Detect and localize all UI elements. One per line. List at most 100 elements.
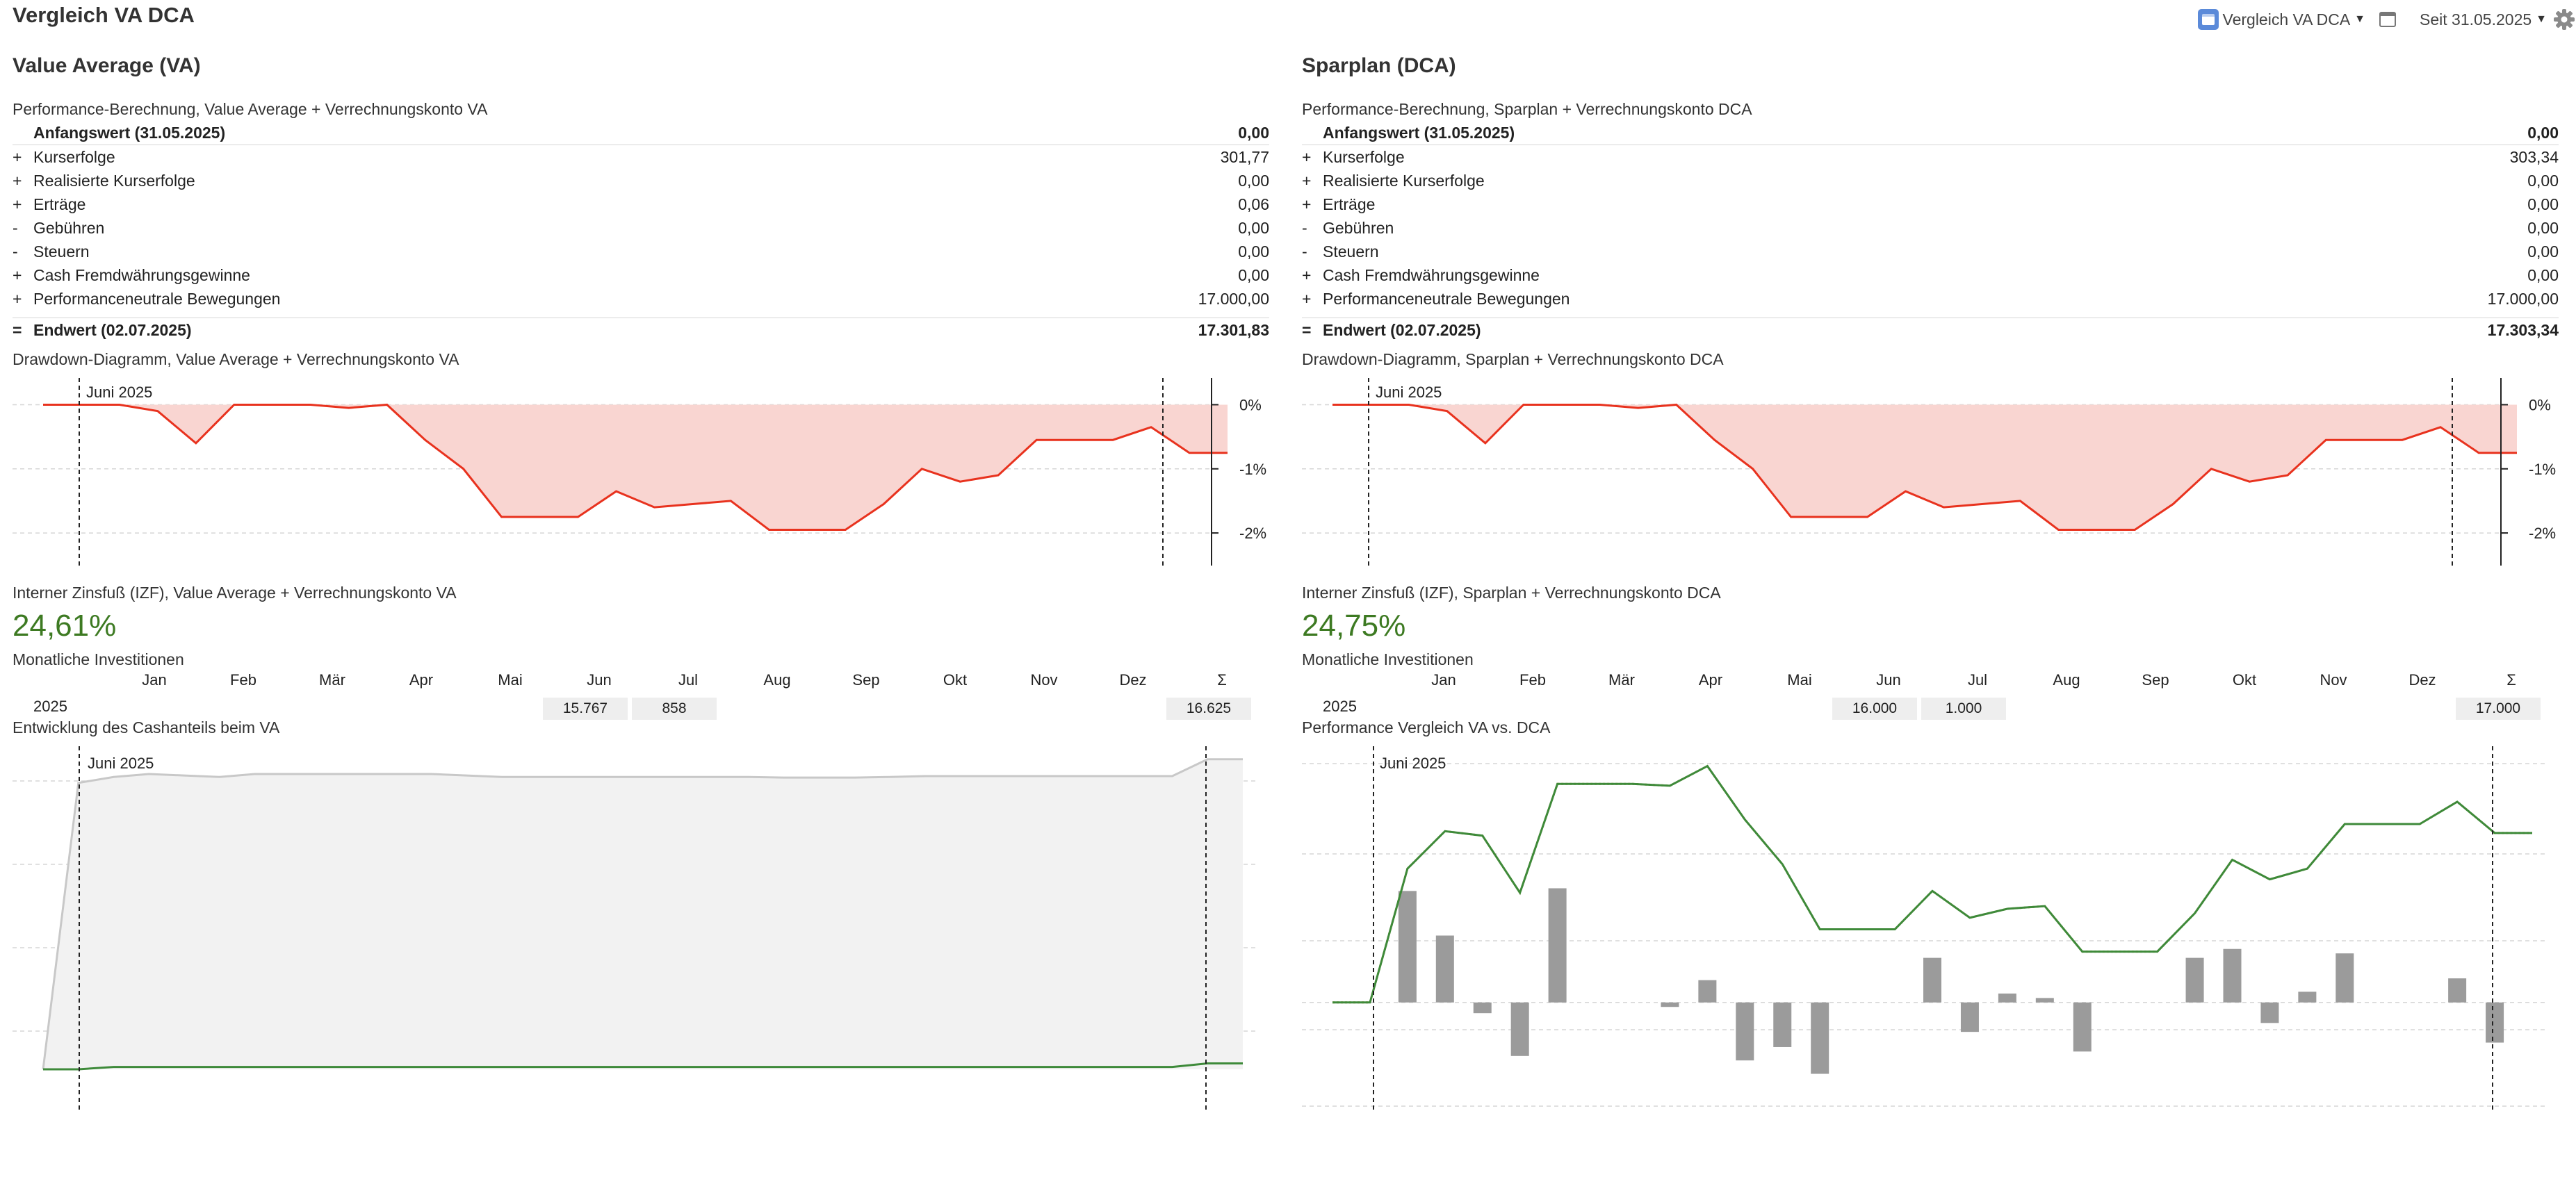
row-label: Endwert (02.07.2025) (33, 321, 192, 339)
month-header: Okt (2232, 671, 2257, 689)
irr-caption: Interner Zinsfuß (IZF), Value Average + … (13, 584, 457, 602)
cash-chart-caption: Entwicklung des Cashanteils beim VA (13, 718, 280, 736)
performance-row: - Gebühren 0,00 (1302, 216, 2559, 240)
difference-bar (1998, 993, 2016, 1003)
performance-row: + Performanceneutrale Bewegungen 17.000,00 (13, 287, 1269, 311)
performance-table: Performance-Berechnung, Sparplan + Verre… (1302, 97, 2559, 342)
period-marker-label: Juni 2025 (88, 755, 154, 772)
difference-bar (2185, 957, 2204, 1003)
cash-share-line (43, 1062, 1243, 1071)
month-header: Okt (943, 671, 968, 689)
drawdown-caption: Drawdown-Diagramm, Value Average + Verre… (13, 350, 459, 368)
month-header: Mär (319, 671, 345, 689)
difference-bar (1811, 1002, 1829, 1074)
panel-va: Value Average (VA) Performance-Berechnun… (13, 54, 1271, 1114)
month-header: Aug (2053, 671, 2080, 689)
period-marker-label: Juni 2025 (86, 384, 152, 401)
row-label: Steuern (1323, 242, 1379, 261)
difference-bar (2035, 998, 2054, 1003)
irr-caption: Interner Zinsfuß (IZF), Sparplan + Verre… (1302, 584, 1721, 602)
month-header: Dez (1119, 671, 1147, 689)
row-value: 0,00 (2527, 195, 2559, 213)
cash-area (43, 759, 1243, 1069)
month-header: Σ (1217, 671, 1227, 689)
performance-row: + Performanceneutrale Bewegungen 17.000,00 (1302, 287, 2559, 311)
performance-chart-caption: Performance Vergleich VA vs. DCA (1302, 718, 1551, 736)
month-header: Jan (1431, 671, 1456, 689)
end-value-row: = Endwert (02.07.2025) 17.303,34 (1302, 318, 2559, 342)
row-sign: + (13, 290, 22, 308)
row-sign: = (1302, 321, 1312, 339)
month-header: Jun (587, 671, 612, 689)
start-value-row: Anfangswert (31.05.2025) 0,00 (1302, 121, 2559, 145)
year-label: 2025 (33, 698, 67, 715)
difference-bar (1736, 1002, 1754, 1061)
performance-row: + Erträge 0,06 (13, 192, 1269, 216)
start-value-row: Anfangswert (31.05.2025) 0,00 (13, 121, 1269, 145)
difference-bar (1773, 1002, 1792, 1047)
performance-row: + Realisierte Kurserfolge 0,00 (13, 169, 1269, 192)
row-value: 17.301,83 (1198, 321, 1269, 339)
row-value: 0,00 (1238, 219, 1269, 237)
row-label: Cash Fremdwährungsgewinne (1323, 266, 1540, 284)
y-tick-label: -1% (2529, 461, 2556, 478)
row-sign: - (1302, 219, 1307, 237)
performance-row: - Steuern 0,00 (1302, 240, 2559, 263)
difference-bar (2335, 953, 2354, 1003)
chevron-down-icon: ▼ (2354, 13, 2366, 25)
difference-bar (1473, 1002, 1492, 1014)
difference-bar (1398, 891, 1417, 1003)
period-selector[interactable]: Seit 31.05.2025 ▼ (2420, 10, 2547, 29)
y-tick-label: 0% (1239, 396, 1262, 413)
monthly-investments-table: 2025 15.767 858 16.625 Jan Feb Mär Apr Mai Ju… (13, 671, 1271, 741)
chevron-down-icon: ▼ (2536, 13, 2547, 25)
performance-row: + Kurserfolge 303,34 (1302, 145, 2559, 169)
month-header: Sep (2142, 671, 2169, 689)
difference-bar (1661, 1002, 1679, 1007)
monthly-investments-table: 2025 16.000 1.000 17.000 Jan Feb Mär Apr Mai… (1302, 671, 2560, 741)
row-sign: + (1302, 148, 1312, 166)
y-tick-label: -1% (1239, 461, 1266, 478)
performance-row: + Erträge 0,00 (1302, 192, 2559, 216)
end-value-row: = Endwert (02.07.2025) 17.301,83 (13, 318, 1269, 342)
performance-row: + Realisierte Kurserfolge 0,00 (1302, 169, 2559, 192)
performance-row: + Kurserfolge 301,77 (13, 145, 1269, 169)
row-label: Performanceneutrale Bewegungen (1323, 290, 1570, 308)
gear-icon[interactable] (2552, 8, 2576, 31)
row-label: Gebühren (1323, 219, 1394, 237)
performance-row: + Cash Fremdwährungsgewinne 0,00 (13, 263, 1269, 287)
month-header: Aug (763, 671, 791, 689)
row-label: Realisierte Kurserfolge (1323, 172, 1485, 190)
row-label: Erträge (33, 195, 86, 213)
difference-bar (1923, 957, 1941, 1003)
month-header: Mär (1608, 671, 1635, 689)
performance-table: Performance-Berechnung, Value Average + … (13, 97, 1269, 342)
month-header: Apr (409, 671, 434, 689)
view-selector[interactable]: Vergleich VA DCA ▼ (2197, 9, 2366, 30)
month-header: Feb (1519, 671, 1546, 689)
investment-cell-sum: 17.000 (2456, 698, 2541, 720)
difference-bar (2448, 978, 2467, 1003)
drawdown-caption: Drawdown-Diagramm, Sparplan + Verrechnun… (1302, 350, 1724, 368)
row-value: 17.303,34 (2487, 321, 2559, 339)
difference-bar (1698, 980, 1717, 1003)
period-selector-label: Seit 31.05.2025 (2420, 10, 2532, 28)
window-icon[interactable] (2379, 12, 2397, 27)
row-sign: = (13, 321, 22, 339)
difference-bar (2223, 948, 2242, 1003)
row-sign: + (13, 195, 22, 213)
row-label: Realisierte Kurserfolge (33, 172, 195, 190)
row-sign: + (1302, 172, 1312, 190)
row-sign: + (1302, 195, 1312, 213)
row-value: 17.000,00 (2487, 290, 2559, 308)
difference-bar (1960, 1002, 1979, 1032)
row-value: 0,00 (1238, 242, 1269, 261)
row-label: Kurserfolge (33, 148, 115, 166)
month-header: Mai (498, 671, 523, 689)
month-header: Sep (852, 671, 880, 689)
period-marker-label: Juni 2025 (1380, 755, 1446, 772)
drawdown-area (43, 404, 1228, 530)
difference-bar (1548, 888, 1567, 1003)
difference-bar (2298, 991, 2317, 1003)
y-tick-label: -2% (1239, 525, 1266, 542)
